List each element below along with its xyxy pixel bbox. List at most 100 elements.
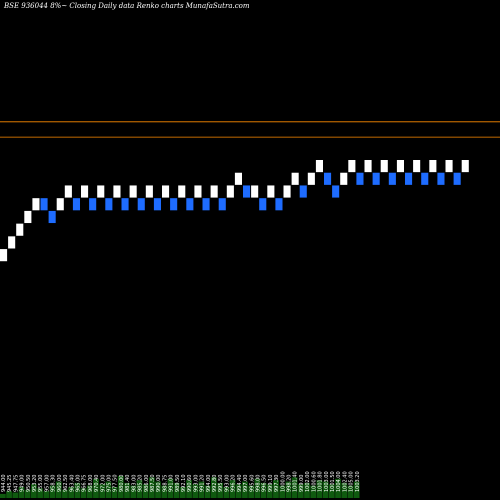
- renko-brick-down: [202, 198, 210, 211]
- x-tick-label: 945.25: [7, 475, 13, 493]
- x-tick-label: 998.20: [287, 475, 293, 493]
- x-tick-label: 1000.00: [280, 471, 286, 492]
- x-tick-label: 991.00: [169, 475, 175, 493]
- x-tick-label: 999.10: [268, 475, 274, 493]
- x-tick-label: 989.50: [175, 475, 181, 493]
- x-tick-label: 1004.00: [336, 471, 342, 492]
- renko-brick-up: [429, 160, 437, 173]
- renko-brick-down: [243, 185, 251, 198]
- x-tick-label: 997.30: [274, 475, 280, 493]
- volume-bars: [0, 476, 360, 499]
- x-tick-label: 975.00: [107, 475, 113, 493]
- volume-bar: [136, 480, 143, 499]
- x-tick-label: 1001.40: [293, 471, 299, 492]
- renko-brick-down: [356, 172, 364, 185]
- chart-title: BSE 936044 8%~ Closing Daily data Renko …: [3, 2, 250, 10]
- x-tick-label: 957.00: [44, 475, 50, 493]
- renko-brick-up: [461, 160, 469, 173]
- renko-brick-down: [186, 198, 194, 211]
- volume-bar: [124, 482, 130, 499]
- renko-brick-up: [251, 185, 259, 198]
- x-tick-label: 953.20: [32, 475, 38, 493]
- volume-bar: [248, 485, 254, 499]
- volume-bar: [24, 489, 31, 498]
- reference-lines: [0, 121, 500, 138]
- volume-bar: [55, 481, 62, 498]
- x-tick-label: 1000.60: [311, 471, 317, 492]
- x-tick-label: 1002.00: [305, 471, 311, 492]
- x-tick-label: 983.00: [131, 475, 137, 493]
- renko-brick-up: [291, 172, 299, 185]
- x-tick-label: 980.00: [119, 475, 125, 493]
- x-tick-label: 992.10: [181, 475, 187, 493]
- x-tick-label: 997.00: [243, 475, 249, 493]
- volume-bar: [242, 481, 248, 498]
- volume-bar: [235, 484, 242, 498]
- x-tick-label: 972.00: [100, 475, 106, 493]
- volume-bar: [0, 493, 6, 499]
- renko-brick-down: [372, 172, 380, 185]
- volume-bar: [223, 487, 230, 498]
- renko-bricks: [0, 160, 469, 262]
- renko-brick-down: [405, 172, 413, 185]
- volume-bar: [68, 487, 74, 498]
- volume-bar: [297, 484, 304, 498]
- renko-brick-up: [81, 185, 89, 198]
- x-tick-label: 992.80: [212, 475, 218, 493]
- volume-bar: [142, 484, 149, 498]
- volume-bar: [86, 485, 93, 499]
- renko-brick-down: [388, 172, 396, 185]
- renko-brick-up: [8, 236, 16, 249]
- renko-brick-down: [89, 198, 97, 211]
- volume-bar: [117, 476, 124, 498]
- x-tick-label: 977.50: [113, 475, 119, 493]
- x-tick-label: 990.60: [187, 475, 193, 493]
- renko-brick-up: [267, 185, 275, 198]
- volume-bar: [62, 489, 68, 498]
- x-tick-label: 958.30: [51, 475, 57, 493]
- renko-brick-up: [307, 172, 315, 185]
- x-tick-label: 986.00: [144, 475, 150, 493]
- renko-brick-up: [97, 185, 105, 198]
- renko-brick-down: [137, 198, 145, 211]
- renko-brick-down: [40, 198, 48, 211]
- volume-bar: [49, 485, 56, 499]
- volume-bar: [180, 487, 186, 498]
- renko-brick-down: [259, 198, 267, 211]
- renko-brick-up: [396, 160, 404, 173]
- volume-bar: [43, 491, 50, 499]
- renko-brick-up: [16, 223, 24, 236]
- renko-brick-up: [178, 185, 186, 198]
- renko-brick-up: [56, 198, 64, 211]
- volume-bar: [198, 481, 205, 498]
- volume-bar: [316, 480, 323, 499]
- volume-bar: [347, 485, 354, 499]
- x-tick-label: 985.20: [138, 475, 144, 493]
- renko-brick-down: [153, 198, 161, 211]
- volume-bar: [328, 484, 335, 498]
- volume-bar: [322, 481, 329, 498]
- renko-brick-up: [145, 185, 153, 198]
- x-tick-label: 949.00: [20, 475, 26, 493]
- renko-brick-down: [121, 198, 129, 211]
- volume-bar: [204, 485, 211, 499]
- volume-bar: [291, 477, 298, 499]
- renko-brick-up: [283, 185, 291, 198]
- renko-brick-down: [453, 172, 461, 185]
- x-tick-label: 1001.80: [318, 471, 324, 492]
- volume-bar: [335, 478, 341, 498]
- x-tick-label: 1003.20: [355, 471, 361, 492]
- x-tick-label: 1001.50: [330, 471, 336, 492]
- x-tick-label: 1005.00: [349, 471, 355, 492]
- volume-bar: [304, 482, 310, 499]
- x-tick-label: 990.00: [156, 475, 162, 493]
- x-tick-label: 970.40: [94, 475, 100, 493]
- x-tick-label: 995.50: [218, 475, 224, 493]
- x-tick-label: 1002.40: [342, 471, 348, 492]
- x-tick-label: 981.40: [125, 475, 131, 493]
- volume-bar: [12, 492, 19, 498]
- x-tick-label: 962.50: [63, 475, 69, 493]
- renko-brick-up: [315, 160, 323, 173]
